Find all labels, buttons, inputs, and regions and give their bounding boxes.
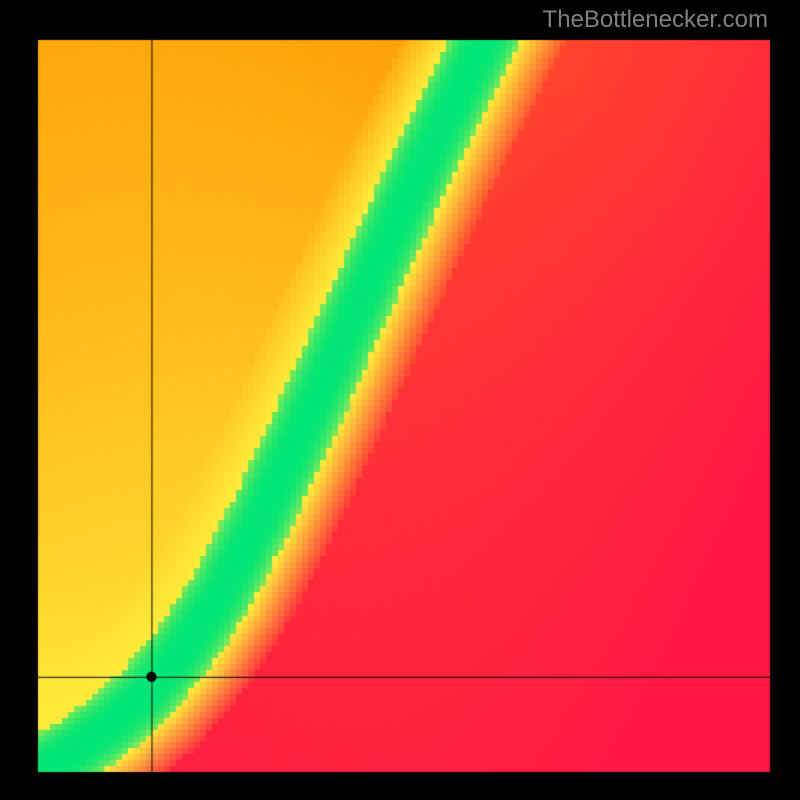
chart-container: TheBottlenecker.com bbox=[0, 0, 800, 800]
bottleneck-heatmap-canvas bbox=[0, 0, 800, 800]
watermark-text: TheBottlenecker.com bbox=[543, 6, 768, 34]
